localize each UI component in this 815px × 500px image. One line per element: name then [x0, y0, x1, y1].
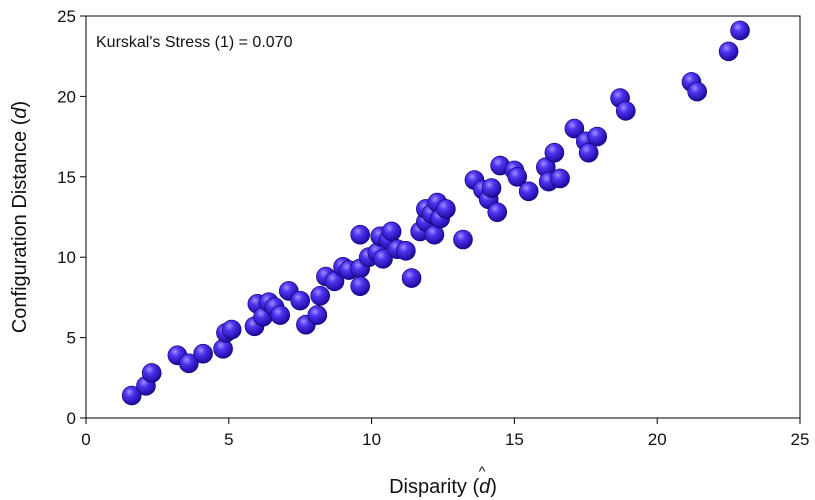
data-point — [550, 168, 570, 189]
data-point — [221, 319, 242, 340]
data-point — [373, 249, 393, 269]
x-axis-ticks: 0 5 10 15 20 25 — [81, 418, 809, 449]
data-point — [179, 353, 199, 374]
y-axis-label-main: Configuration Distance ( — [9, 118, 31, 333]
x-axis-label-symbol: d — [479, 476, 491, 498]
data-point — [507, 167, 528, 187]
y-tick-label: 0 — [67, 409, 76, 428]
x-tick-label: 5 — [224, 430, 233, 449]
data-point — [307, 305, 328, 325]
x-axis-label: Disparity (d) — [389, 476, 497, 498]
x-tick-label: 25 — [791, 430, 810, 449]
data-point — [350, 224, 370, 245]
data-point — [396, 240, 416, 261]
y-tick-label: 20 — [57, 87, 76, 106]
data-point — [213, 339, 233, 359]
data-point — [324, 271, 345, 292]
y-axis-label: Configuration Distance (d) — [9, 101, 31, 333]
data-point — [518, 181, 539, 202]
data-point — [730, 20, 750, 41]
data-point — [270, 305, 291, 325]
data-point — [141, 363, 162, 383]
y-axis-label-close: ) — [9, 101, 31, 108]
x-axis-label-close: ) — [490, 476, 497, 498]
data-point — [350, 276, 370, 296]
data-point — [436, 199, 456, 219]
data-point — [544, 142, 565, 163]
data-point — [578, 142, 599, 163]
data-point — [401, 268, 422, 288]
data-point — [587, 126, 608, 147]
x-tick-label: 15 — [505, 430, 524, 449]
y-axis-label-symbol: d — [9, 107, 31, 119]
y-axis-ticks: 0 5 10 15 20 25 — [57, 7, 86, 428]
data-point — [290, 290, 311, 311]
plot-frame — [85, 15, 801, 419]
data-points — [121, 20, 750, 406]
y-tick-label: 10 — [57, 248, 76, 267]
data-point — [687, 81, 707, 102]
x-tick-label: 0 — [81, 430, 90, 449]
data-point — [193, 343, 213, 364]
x-axis-label-main: Disparity ( — [389, 476, 479, 498]
y-tick-label: 5 — [67, 329, 76, 348]
y-tick-label: 15 — [57, 168, 76, 187]
stress-annotation: Kurskal's Stress (1) = 0.070 — [96, 34, 293, 51]
data-point — [487, 202, 508, 222]
data-point — [310, 285, 330, 306]
data-point — [381, 221, 402, 242]
data-point — [453, 229, 473, 250]
y-tick-label: 25 — [57, 7, 76, 26]
x-tick-label: 20 — [648, 430, 667, 449]
data-point — [564, 118, 585, 139]
data-point — [615, 101, 636, 121]
data-point — [481, 178, 502, 198]
x-tick-label: 10 — [362, 430, 381, 449]
data-point — [718, 41, 739, 62]
x-axis-label-hat: ^ — [479, 463, 486, 479]
data-point — [121, 385, 142, 406]
